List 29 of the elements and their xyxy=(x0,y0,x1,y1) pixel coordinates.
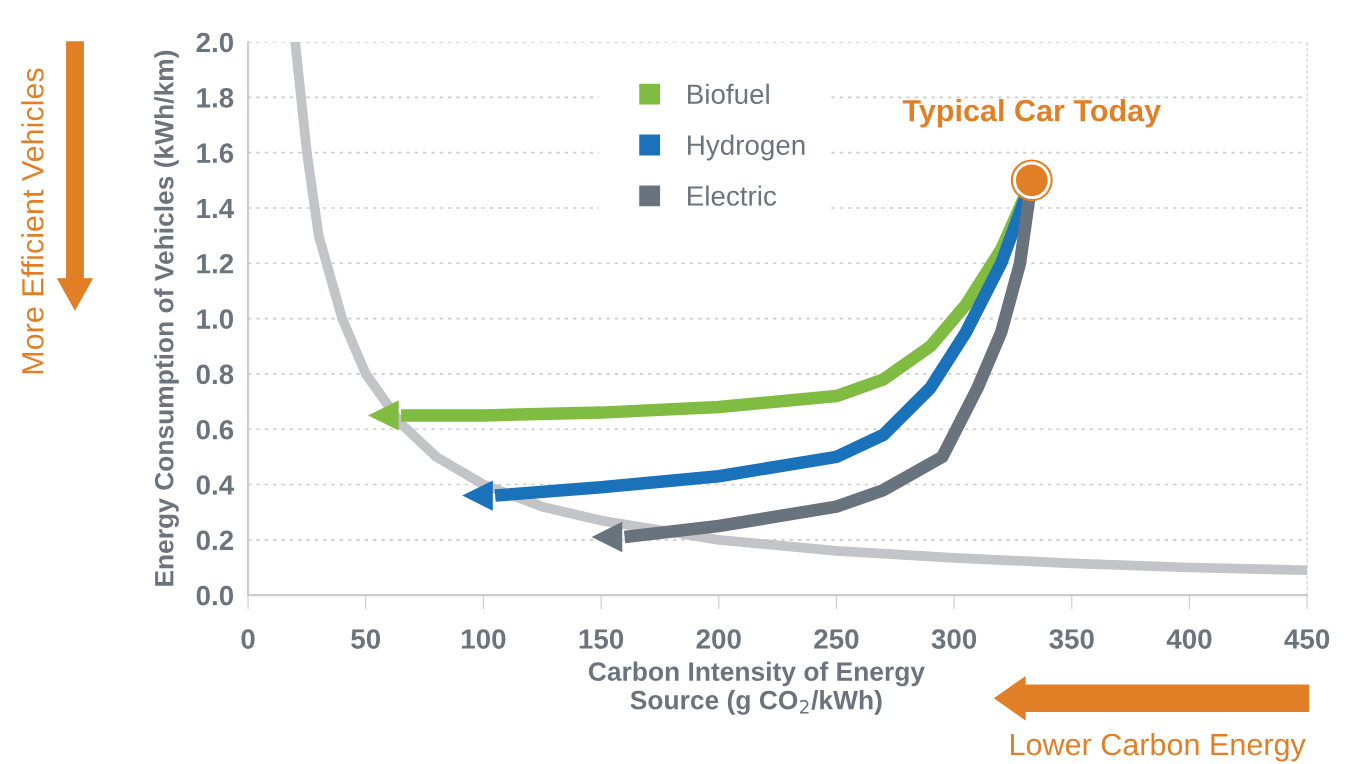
y-tick-label: 1.6 xyxy=(197,143,234,163)
x-tick-label: 350 xyxy=(1049,629,1094,649)
y-axis-title: Energy Consumption of Vehicles (kWh/km) xyxy=(154,50,179,586)
x-tick-label: 0 xyxy=(241,629,255,649)
x-tick-label: 450 xyxy=(1284,629,1330,649)
y-tick-label: 0.0 xyxy=(196,585,234,606)
x-tick-label: 250 xyxy=(814,629,859,649)
y-tick-label: 2.0 xyxy=(196,32,234,53)
y-tick-label: 0.4 xyxy=(196,475,235,495)
legend-label: Hydrogen xyxy=(688,134,805,161)
x-tick-label: 300 xyxy=(931,629,977,649)
x-tick-label: 200 xyxy=(696,629,741,649)
y-tick-label: 1.8 xyxy=(197,88,234,108)
legend-label: Biofuel xyxy=(688,83,769,105)
text: Lower Carbon Energy xyxy=(1011,732,1306,762)
y-tick-label: 1.4 xyxy=(197,198,235,219)
y-tick-label: 0.2 xyxy=(196,530,234,551)
y-tick-label: 0.8 xyxy=(196,364,234,385)
y-tick-label: 1.0 xyxy=(197,309,234,329)
x-tick-label: 50 xyxy=(351,629,381,649)
x-tick-label: 150 xyxy=(579,629,624,649)
x-axis-title: Carbon Intensity of Energy Source (g CO$_{2}$/kWh) xyxy=(588,661,925,715)
annotation: Typical Car Today xyxy=(902,99,1161,128)
text: More Efficient Vehicles xyxy=(21,68,44,374)
x-tick-label: 400 xyxy=(1166,629,1212,649)
x-tick-label: 100 xyxy=(461,629,506,649)
y-tick-label: 1.2 xyxy=(197,253,234,274)
legend-label: Electric xyxy=(688,185,777,206)
y-tick-label: 0.6 xyxy=(196,419,234,440)
